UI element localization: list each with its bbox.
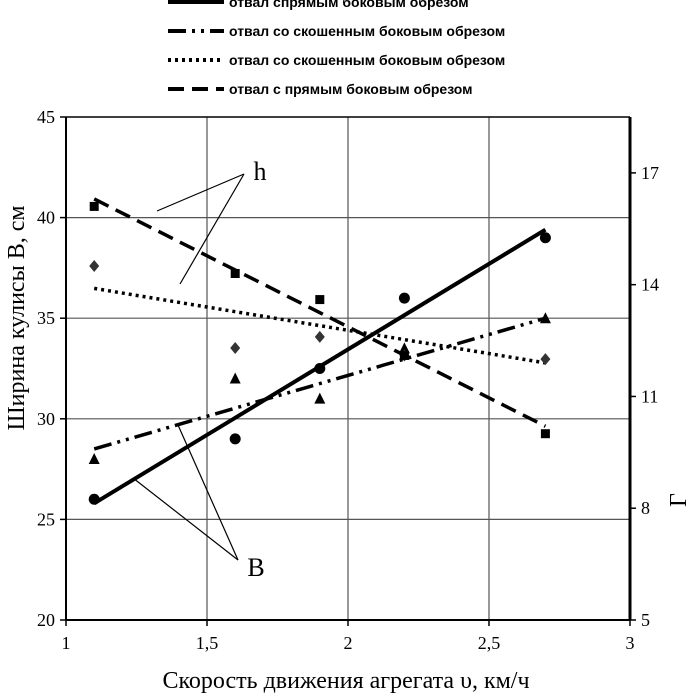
data-point-circle xyxy=(398,292,410,304)
data-point-diamond xyxy=(89,260,100,273)
data-point-square xyxy=(540,429,550,439)
data-markers xyxy=(88,201,551,505)
y-right-tick-label: 17 xyxy=(641,163,659,183)
data-point-triangle xyxy=(314,392,326,404)
x-tick-label: 2 xyxy=(344,633,353,653)
trend-lines xyxy=(93,197,547,506)
legend-entry-label: отвал со скошенным боковым обрезом xyxy=(229,52,505,68)
y-left-tick-label: 40 xyxy=(37,208,55,228)
grid xyxy=(66,117,630,620)
x-tick-label: 1 xyxy=(62,633,71,653)
annotation-leader-b xyxy=(132,477,239,561)
annotation-leader-h xyxy=(156,173,245,212)
data-point-square xyxy=(89,201,99,211)
data-point-square xyxy=(315,295,325,305)
x-axis-title: Скорость движения агрегата υ, км/ч xyxy=(162,668,529,694)
y-right-tick-label: 14 xyxy=(641,275,659,295)
data-point-circle xyxy=(314,363,326,374)
annotation-label-h: h xyxy=(254,157,267,186)
x-tick-label: 2,5 xyxy=(478,633,501,653)
data-point-triangle xyxy=(229,372,241,384)
annotation-label-b: В xyxy=(247,553,264,582)
legend-entry-label: отвал спрямым боковым обрезом xyxy=(229,0,469,10)
tick-labels: 1 1,5 2 2,5 3 20 25 30 35 40 45 5 8 11 14 17 xyxy=(37,107,659,653)
data-point-diamond xyxy=(314,330,325,343)
y-right-tick-label: 5 xyxy=(641,610,650,630)
data-point-square xyxy=(230,268,240,278)
annotation-leader-b xyxy=(177,424,239,561)
legend-entry-label: отвал с прямым боковым обрезом xyxy=(229,81,473,97)
x-tick-label: 1,5 xyxy=(196,633,219,653)
y-left-tick-label: 20 xyxy=(37,610,55,630)
y-axis-right-title: Г xyxy=(666,493,692,507)
y-right-tick-label: 8 xyxy=(641,498,650,518)
x-tick-label: 3 xyxy=(626,633,635,653)
legend: отвал спрямым боковым обрезом отвал со ск… xyxy=(168,0,505,97)
data-point-diamond xyxy=(230,342,241,355)
annotations: hВ xyxy=(132,157,267,582)
data-point-triangle xyxy=(398,342,410,354)
trend-line-dashed xyxy=(93,197,547,428)
trend-line-dashdotdot xyxy=(93,316,546,451)
data-point-circle xyxy=(88,493,100,505)
y-left-tick-label: 30 xyxy=(37,409,55,429)
annotation-leader-h xyxy=(179,173,245,285)
y-left-tick-label: 25 xyxy=(37,509,55,529)
legend-entry-label: отвал со скошенным боковым обрезом xyxy=(229,23,505,39)
y-right-tick-label: 11 xyxy=(641,386,658,406)
data-point-square xyxy=(399,350,409,360)
data-point-circle xyxy=(539,232,551,244)
data-point-triangle xyxy=(88,453,100,465)
data-point-diamond xyxy=(540,353,551,366)
data-point-circle xyxy=(229,433,241,445)
y-axis-left-title: Ширина кулисы В, см xyxy=(4,205,30,430)
y-left-tick-label: 35 xyxy=(37,308,55,328)
data-point-triangle xyxy=(539,312,551,324)
y-left-tick-label: 45 xyxy=(37,107,55,127)
